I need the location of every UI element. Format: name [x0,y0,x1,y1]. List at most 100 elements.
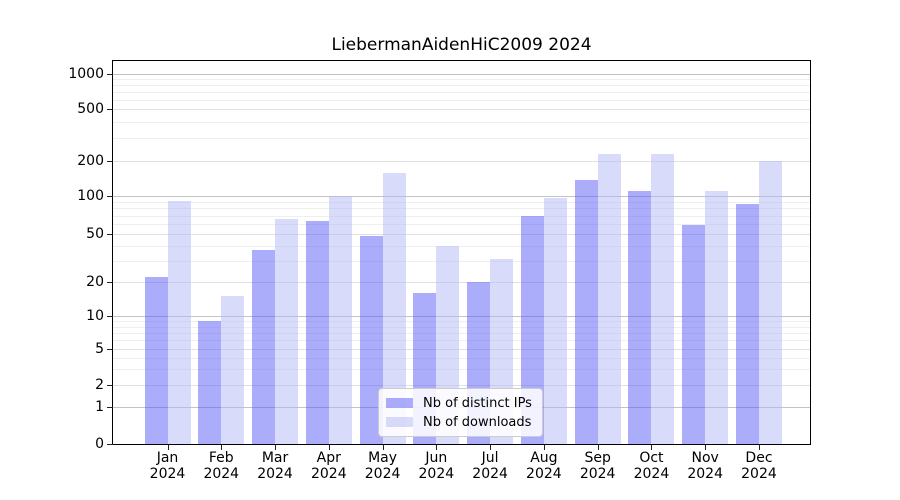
bar-downloads [221,296,245,444]
gridline-minor [113,340,810,342]
gridline-minor [113,215,810,217]
bar-distinct-ips [682,224,706,444]
gridline-minor [113,84,810,86]
bar-downloads [167,200,191,444]
ytick-label: 500 [77,101,104,117]
ytick-mark [107,160,113,162]
bar-downloads [543,197,567,444]
ytick-label: 50 [86,226,104,242]
ytick-mark [107,234,113,235]
plot-border [112,60,811,445]
chart-title: LiebermanAidenHiC2009 2024 [331,35,592,55]
xtick-label: Sep 2024 [579,450,616,482]
gridline-minor [113,202,810,204]
ytick-mark [107,385,113,386]
xtick-mark [167,445,169,450]
ytick-mark [107,196,113,198]
gridline [113,385,810,386]
gridline [113,160,810,162]
gridline-minor [113,224,810,226]
bar-distinct-ips [574,180,598,444]
gridline-major [113,73,810,75]
ytick-mark [107,73,113,75]
xtick-label: Feb 2024 [203,450,240,482]
ytick-mark [107,109,113,110]
legend: Nb of distinct IPs Nb of downloads [378,388,543,437]
ytick-label: 2 [95,377,104,393]
gridline-minor [113,332,810,334]
gridline-minor [113,208,810,210]
xtick-mark [436,445,438,450]
gridline [113,234,810,235]
ytick-label: 200 [77,152,104,169]
ytick-label: 5 [95,341,104,357]
xtick-mark [651,445,653,450]
legend-item-distinct-ips: Nb of distinct IPs [386,396,542,411]
ytick-mark [107,282,113,284]
gridline [113,349,810,350]
legend-label-distinct-ips: Nb of distinct IPs [423,395,532,411]
bar-distinct-ips [520,215,544,444]
xtick-label: Apr 2024 [310,450,347,482]
bar-downloads [328,195,352,444]
xtick-mark [328,445,330,450]
bar-distinct-ips [359,236,383,444]
xtick-label: Jan 2024 [149,450,186,482]
ytick-label: 10 [86,308,104,324]
xtick-mark [221,445,223,450]
bar-downloads [382,172,406,444]
xtick-label: Mar 2024 [257,450,293,482]
bar-downloads [758,160,782,444]
xtick-mark [758,445,760,450]
bar-downloads [651,154,675,444]
gridline-minor [113,99,810,101]
ytick-label: 1 [95,398,104,415]
ytick-label: 20 [86,274,104,291]
gridline [113,109,810,110]
gridline-minor [113,78,810,80]
ytick-label: 0 [95,436,104,452]
bar-downloads [705,190,729,444]
gridline-major [113,316,810,317]
gridline-minor [113,321,810,323]
gridline-minor [113,91,810,93]
gridline-minor [113,245,810,247]
xtick-label: Jul 2024 [472,450,508,482]
xtick-label: Oct 2024 [633,450,670,482]
gridline-minor [113,260,810,262]
xtick-label: Jun 2024 [418,450,455,482]
ytick-label: 1000 [68,65,104,82]
legend-swatch-downloads [386,417,413,427]
bar-distinct-ips [735,203,759,444]
ytick-mark [107,444,113,445]
xtick-mark [382,445,384,450]
xtick-mark [275,445,277,450]
gridline-minor [113,121,810,123]
bar-distinct-ips [198,321,222,444]
bar-downloads [275,218,299,444]
ytick-mark [107,316,113,317]
bar-distinct-ips [144,277,168,444]
legend-swatch-distinct-ips [386,398,413,408]
gridline [113,282,810,284]
xtick-label: Nov 2024 [687,450,723,482]
xtick-label: May 2024 [364,450,401,482]
xtick-mark [597,445,599,450]
bar-downloads [597,154,621,444]
gridline-minor [113,137,810,139]
xtick-mark [705,445,707,450]
bar-distinct-ips [628,190,652,444]
bar-distinct-ips [252,249,276,444]
legend-item-downloads: Nb of downloads [386,415,542,430]
ytick-mark [107,349,113,350]
xtick-label: Aug 2024 [526,450,562,482]
xtick-mark [543,445,545,450]
bar-distinct-ips [305,220,329,444]
gridline-major [113,196,810,198]
gridline-minor [113,326,810,328]
gridline-minor [113,357,810,359]
ytick-mark [107,406,113,408]
gridline-minor [113,369,810,371]
